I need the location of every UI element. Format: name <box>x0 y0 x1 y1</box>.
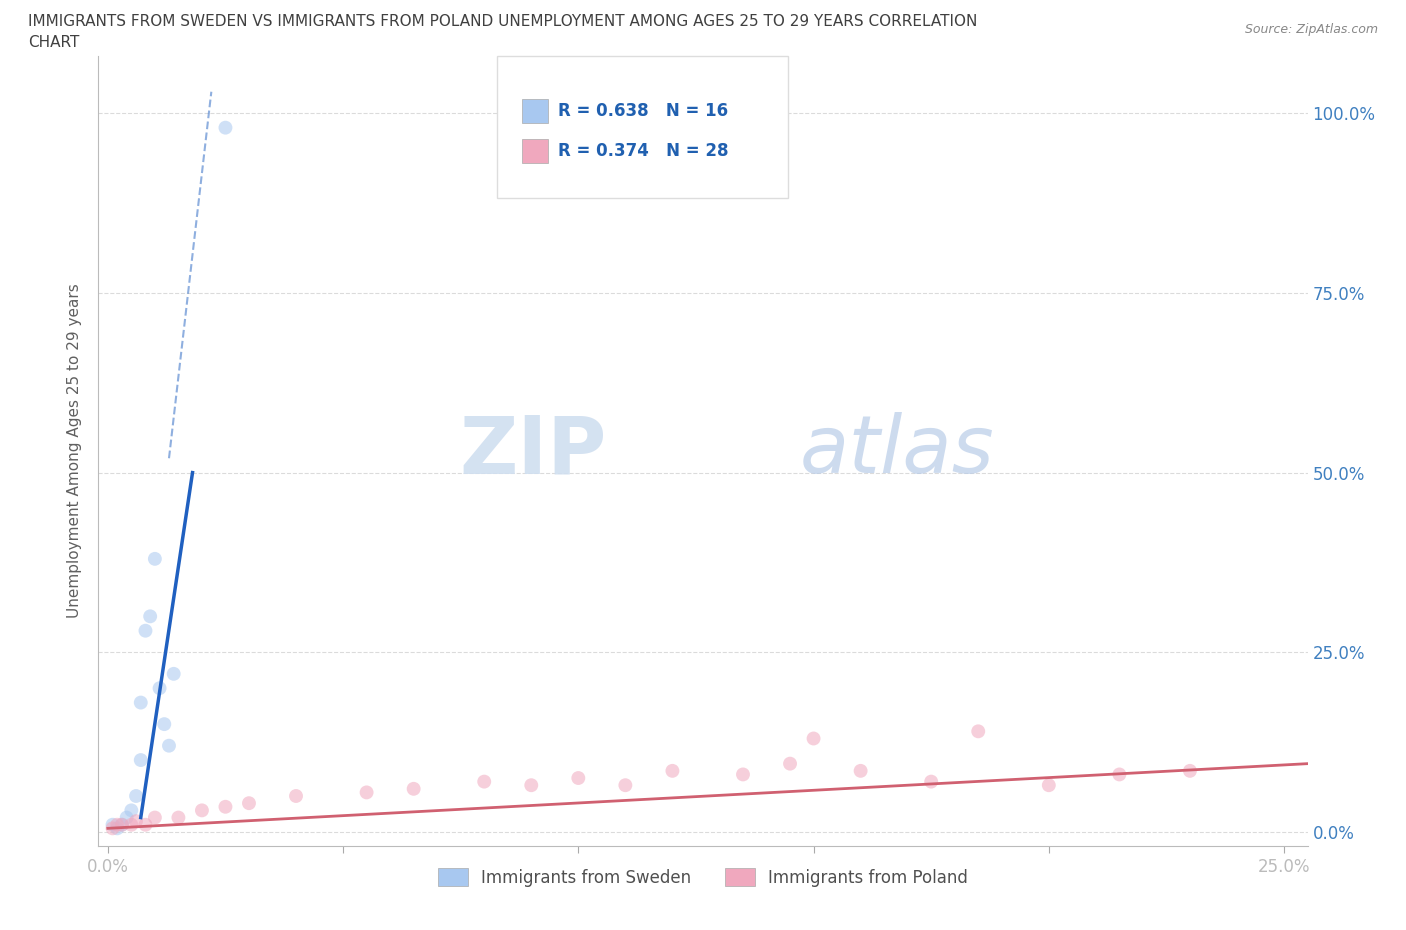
Point <box>285 789 308 804</box>
Point <box>163 667 186 682</box>
Point <box>1178 764 1201 778</box>
Point <box>520 777 543 792</box>
Point <box>101 821 124 836</box>
Point <box>214 800 236 815</box>
Text: atlas: atlas <box>800 412 994 490</box>
Y-axis label: Unemployment Among Ages 25 to 29 years: Unemployment Among Ages 25 to 29 years <box>67 284 83 618</box>
Text: IMMIGRANTS FROM SWEDEN VS IMMIGRANTS FROM POLAND UNEMPLOYMENT AMONG AGES 25 TO 2: IMMIGRANTS FROM SWEDEN VS IMMIGRANTS FRO… <box>28 14 977 29</box>
Point <box>402 781 425 796</box>
Point <box>167 810 190 825</box>
Point <box>214 120 236 135</box>
Point <box>661 764 683 778</box>
Point <box>111 817 134 832</box>
Point <box>143 810 166 825</box>
Point <box>134 817 156 832</box>
Point <box>125 789 148 804</box>
Point <box>120 803 142 817</box>
Point <box>731 767 754 782</box>
Point <box>157 738 180 753</box>
Text: ZIP: ZIP <box>458 412 606 490</box>
Point <box>125 814 148 829</box>
Point <box>567 771 589 786</box>
FancyBboxPatch shape <box>522 100 548 123</box>
Legend: Immigrants from Sweden, Immigrants from Poland: Immigrants from Sweden, Immigrants from … <box>432 862 974 894</box>
FancyBboxPatch shape <box>498 56 787 198</box>
Point <box>105 821 128 836</box>
Text: Source: ZipAtlas.com: Source: ZipAtlas.com <box>1244 23 1378 36</box>
Point <box>967 724 990 738</box>
Point <box>920 774 942 789</box>
Point <box>134 623 156 638</box>
Point <box>153 717 176 732</box>
Point <box>111 817 134 832</box>
Point <box>1038 777 1060 792</box>
Point <box>129 752 152 767</box>
Point <box>143 551 166 566</box>
Point <box>101 817 124 832</box>
Point <box>120 817 142 832</box>
Point <box>149 681 172 696</box>
Point <box>614 777 637 792</box>
Point <box>129 695 152 710</box>
Point <box>803 731 825 746</box>
Point <box>356 785 378 800</box>
Text: CHART: CHART <box>28 35 80 50</box>
Point <box>139 609 162 624</box>
Point <box>472 774 495 789</box>
Point <box>191 803 214 817</box>
FancyBboxPatch shape <box>522 139 548 163</box>
Text: R = 0.638   N = 16: R = 0.638 N = 16 <box>558 102 728 120</box>
Point <box>238 796 260 811</box>
Point <box>105 817 128 832</box>
Text: R = 0.374   N = 28: R = 0.374 N = 28 <box>558 141 728 160</box>
Point <box>115 810 138 825</box>
Point <box>849 764 872 778</box>
Point <box>1108 767 1130 782</box>
Point <box>779 756 801 771</box>
